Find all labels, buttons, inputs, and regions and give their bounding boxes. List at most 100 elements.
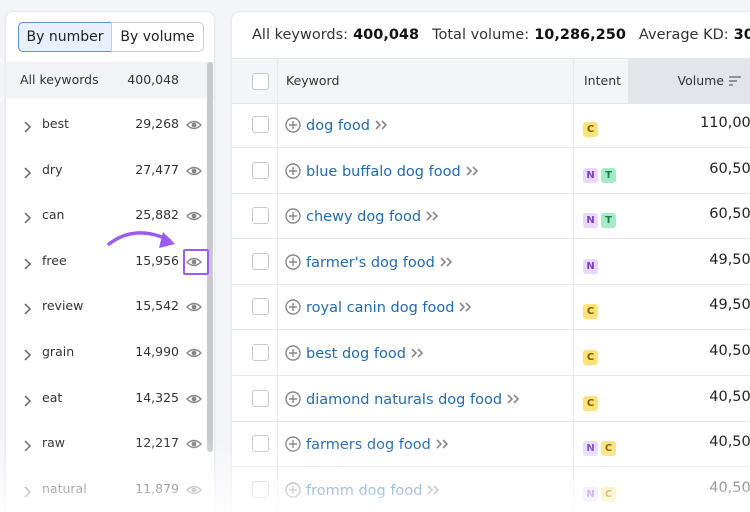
row-divider [232,283,750,285]
tab[interactable]: By volume [111,22,204,52]
keyword-cell: royal canin dog food [306,297,472,317]
sidebar-item-label[interactable]: grain [42,344,75,359]
keyword-link[interactable]: royal canin dog food [306,300,455,317]
keyword-link[interactable]: blue buffalo dog food [306,163,461,180]
open-serp[interactable] [465,162,479,181]
expand-chevron[interactable] [22,209,32,228]
summary-label: All keywords: [252,27,349,43]
sidebar-header-label: All keywords [20,72,99,87]
open-serp[interactable] [439,253,453,272]
expand-chevron[interactable] [22,392,32,411]
keyword-link[interactable]: diamond naturals dog food [306,391,503,408]
sidebar-item-label[interactable]: free [42,252,67,268]
expand-chevron-svg [24,167,32,179]
row-divider [232,420,750,422]
expand-chevron[interactable] [22,164,32,183]
keyword-link[interactable]: chewy dog food [306,209,422,226]
keyword-cell: dog food [306,115,388,135]
open-serp[interactable] [506,390,520,409]
row-divider [232,375,750,376]
sidebar-item-label[interactable]: best [42,116,70,131]
column-divider [277,58,278,512]
summary: All keywords: 400,048 Total volume: 10,286,… [252,27,750,43]
volume-cell: 49,500 [709,251,750,268]
intent-badge: T [601,213,616,229]
add-icon-svg [285,254,301,270]
intent-badge: N [583,258,598,274]
volume-cell: 40,500 [709,388,750,405]
checkbox[interactable] [252,207,269,225]
checkbox[interactable] [252,116,269,133]
eye-icon-svg [186,394,202,403]
eye-icon-svg [186,303,202,312]
row-divider [232,192,750,194]
expand-chevron[interactable] [22,255,32,274]
add-icon[interactable] [285,117,301,137]
expand-chevron[interactable] [22,118,32,137]
checkbox[interactable] [252,298,269,316]
sidebar-item-label[interactable]: review [42,298,84,314]
sidebar-item-count: 27,477 [135,161,179,177]
add-icon[interactable] [285,299,301,319]
checkbox[interactable] [252,344,269,361]
add-icon-svg [285,390,301,407]
expand-chevron[interactable] [22,346,32,365]
add-icon-svg [285,345,301,361]
sidebar-item-label[interactable]: eat [42,389,63,405]
column-header[interactable]: Volume [677,73,725,88]
column-header[interactable]: Intent [584,73,622,88]
open-serp[interactable] [458,298,472,317]
add-icon[interactable] [285,162,301,183]
eye-icon[interactable] [186,254,202,273]
eye-icon[interactable] [186,391,202,410]
keyword-cell: blue buffalo dog food [306,161,479,181]
open-serp[interactable] [374,116,388,135]
intent-badge: C [583,395,598,411]
open-serp[interactable] [410,344,424,363]
eye-icon[interactable] [186,117,202,136]
summary-label: Total volume: [432,27,530,43]
sidebar-item-label[interactable]: can [42,207,65,223]
expand-chevron[interactable] [22,300,32,319]
eye-icon[interactable] [186,345,202,364]
eye-icon[interactable] [186,208,202,227]
volume-cell: 110,000 [700,115,750,131]
intent-badge: T [601,167,616,183]
eye-icon[interactable] [186,299,202,318]
open-serp[interactable] [425,207,439,226]
expand-chevron-svg [24,303,32,315]
sidebar-header-bg [6,62,214,98]
expand-chevron-svg [24,349,32,361]
checkbox[interactable] [252,161,269,179]
tab[interactable]: By number [18,22,112,52]
volume-cell: 40,500 [709,343,750,359]
add-icon[interactable] [285,254,301,274]
highlight-box [183,249,209,275]
eye-icon-svg [186,211,202,221]
add-icon[interactable] [285,208,301,228]
keyword-cell: best dog food [306,343,424,363]
checkbox[interactable] [252,73,269,90]
intent-badge: N [583,167,598,183]
checkbox[interactable] [252,389,269,407]
sidebar-item-count: 15,956 [135,252,179,268]
intent-badge: C [583,304,598,320]
intent-cell: C [583,391,601,411]
add-icon[interactable] [285,345,301,365]
chevrons [440,257,452,267]
keyword-link[interactable]: farmer's dog food [306,254,435,271]
sidebar-item-label[interactable]: dry [42,161,63,177]
keyword-cell: farmer's dog food [306,252,453,272]
keyword-link[interactable]: best dog food [306,346,406,362]
add-icon[interactable] [285,390,301,411]
expand-chevron-svg [24,212,32,224]
fade [0,440,750,512]
keyword-link[interactable]: dog food [306,118,370,134]
sidebar-item-count: 15,542 [135,298,179,314]
checkbox[interactable] [252,252,269,270]
scrollbar[interactable] [207,62,213,452]
eye-icon[interactable] [186,163,202,182]
column-header[interactable]: Keyword [286,73,340,88]
